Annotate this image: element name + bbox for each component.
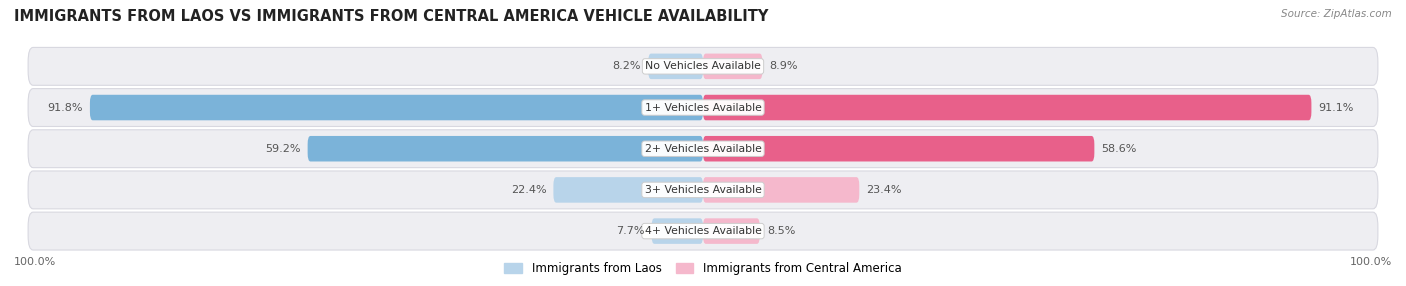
- Text: 1+ Vehicles Available: 1+ Vehicles Available: [644, 103, 762, 112]
- Text: 4+ Vehicles Available: 4+ Vehicles Available: [644, 226, 762, 236]
- FancyBboxPatch shape: [90, 95, 703, 120]
- FancyBboxPatch shape: [703, 95, 1312, 120]
- Text: 22.4%: 22.4%: [510, 185, 547, 195]
- FancyBboxPatch shape: [554, 177, 703, 203]
- Text: 100.0%: 100.0%: [14, 257, 56, 267]
- Text: Source: ZipAtlas.com: Source: ZipAtlas.com: [1281, 9, 1392, 19]
- Text: 23.4%: 23.4%: [866, 185, 901, 195]
- FancyBboxPatch shape: [28, 171, 1378, 209]
- Text: 58.6%: 58.6%: [1101, 144, 1137, 154]
- Text: 8.9%: 8.9%: [769, 61, 799, 71]
- Text: 8.2%: 8.2%: [613, 61, 641, 71]
- FancyBboxPatch shape: [648, 53, 703, 79]
- FancyBboxPatch shape: [651, 218, 703, 244]
- Text: 8.5%: 8.5%: [766, 226, 796, 236]
- FancyBboxPatch shape: [703, 53, 762, 79]
- FancyBboxPatch shape: [703, 218, 759, 244]
- Text: 3+ Vehicles Available: 3+ Vehicles Available: [644, 185, 762, 195]
- Text: No Vehicles Available: No Vehicles Available: [645, 61, 761, 71]
- FancyBboxPatch shape: [28, 89, 1378, 126]
- Text: 2+ Vehicles Available: 2+ Vehicles Available: [644, 144, 762, 154]
- Text: 91.1%: 91.1%: [1319, 103, 1354, 112]
- FancyBboxPatch shape: [703, 136, 1094, 162]
- Text: 100.0%: 100.0%: [1350, 257, 1392, 267]
- Legend: Immigrants from Laos, Immigrants from Central America: Immigrants from Laos, Immigrants from Ce…: [499, 258, 907, 280]
- Text: IMMIGRANTS FROM LAOS VS IMMIGRANTS FROM CENTRAL AMERICA VEHICLE AVAILABILITY: IMMIGRANTS FROM LAOS VS IMMIGRANTS FROM …: [14, 9, 769, 23]
- FancyBboxPatch shape: [308, 136, 703, 162]
- FancyBboxPatch shape: [703, 177, 859, 203]
- FancyBboxPatch shape: [28, 47, 1378, 85]
- Text: 7.7%: 7.7%: [616, 226, 644, 236]
- Text: 91.8%: 91.8%: [48, 103, 83, 112]
- FancyBboxPatch shape: [28, 130, 1378, 168]
- FancyBboxPatch shape: [28, 212, 1378, 250]
- Text: 59.2%: 59.2%: [266, 144, 301, 154]
